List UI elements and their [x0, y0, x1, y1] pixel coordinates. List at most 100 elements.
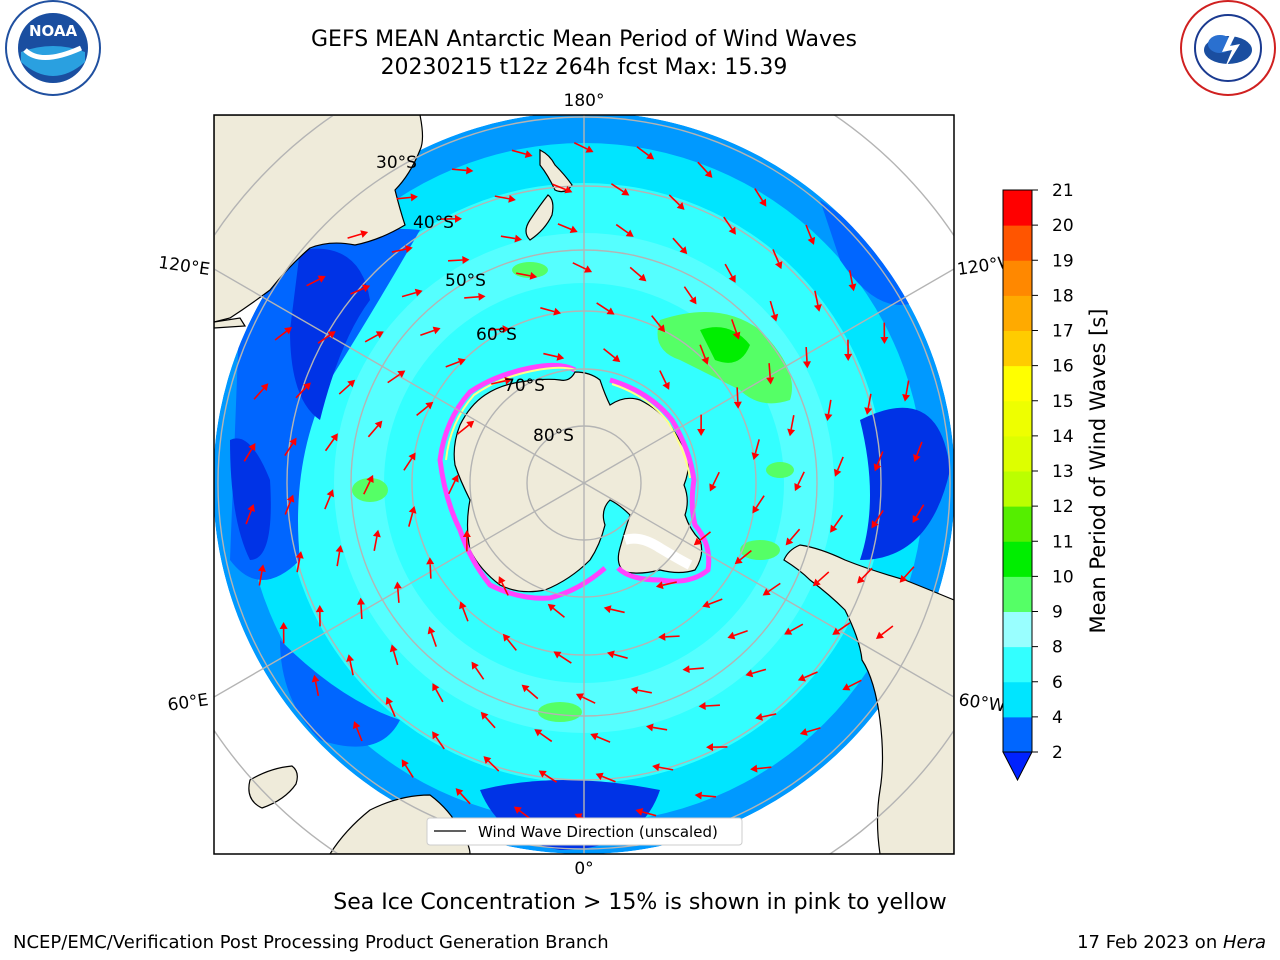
wave-arrow-head [842, 683, 851, 691]
wave-arrow-shaft [601, 775, 616, 783]
wave-arrow-shaft [388, 702, 396, 717]
wave-arrow-shaft [836, 456, 844, 471]
wave-arrow-shaft [367, 425, 379, 438]
lat-label-40s: 40°S [413, 213, 454, 233]
wave-arrow-shaft [790, 415, 795, 430]
colorbar-tick-label: 6 [1052, 673, 1063, 693]
wave-arrow-shaft [516, 272, 531, 277]
colorbar-segment [1003, 646, 1032, 683]
wave-arrow-head [787, 428, 796, 437]
sea-ice-edge [437, 362, 712, 601]
wave-arrow-head [457, 358, 466, 366]
wave-arrow-head [502, 325, 510, 334]
wave-arrow-shaft [558, 654, 572, 664]
lon-label-0: 0° [574, 859, 593, 879]
wave-arrow-shaft [768, 363, 771, 378]
wave-arrow-shaft [827, 399, 832, 415]
wave-arrow-shaft [573, 142, 588, 150]
wave-arrow-head [289, 437, 297, 446]
wave-arrow-shaft [253, 387, 265, 400]
wave-arrow-head [514, 234, 523, 243]
colorbar-tick-label: 11 [1052, 532, 1074, 552]
wave-arrow-head [553, 651, 562, 659]
wave-arrow-head [844, 353, 853, 361]
wave-arrow-shaft [867, 393, 872, 409]
wave-arrow-head [315, 605, 324, 613]
wave-arrow-shaft [659, 370, 667, 384]
colorbar-tick-label: 15 [1052, 392, 1074, 412]
wave-arrow-head [279, 621, 288, 629]
wave-arrow-shaft [739, 550, 752, 561]
colorbar-tick-label: 8 [1052, 638, 1063, 658]
wave-arrow-head [732, 331, 741, 340]
wave-arrow-shaft [905, 380, 910, 395]
wave-arrow-shaft [500, 235, 516, 240]
wave-arrow-shaft [364, 334, 379, 343]
wave-arrow-shaft [397, 588, 400, 603]
wave-arrow-shaft [557, 223, 572, 231]
credit-left: NCEP/EMC/Verification Post Processing Pr… [13, 932, 609, 953]
wave-arrow-head [797, 673, 806, 682]
wave-arrow-shaft [544, 773, 558, 783]
nws-logo [1180, 0, 1276, 96]
colorbar-segment [1003, 576, 1032, 612]
wave-arrow-shaft [789, 528, 801, 541]
wave-arrow-head [745, 669, 754, 678]
wave-arrow-shaft [806, 727, 821, 733]
wave-arrow-head [466, 166, 474, 175]
wave-arrow-shaft [915, 504, 925, 518]
wave-arrow-shaft [848, 270, 854, 285]
wave-arrow-head [357, 597, 366, 605]
wave-arrow-head [569, 225, 578, 234]
wave-arrow-head [397, 370, 406, 378]
wave-arrow-shaft [464, 296, 479, 299]
wave-arrow-head [734, 556, 743, 565]
wave-arrow-head [553, 307, 562, 316]
colorbar-segment [1003, 541, 1032, 577]
wave-arrow-shaft [416, 405, 429, 416]
lat-label-30s: 30°S [376, 153, 417, 173]
wave-arrow-head [774, 261, 783, 270]
wave-arrow-head [830, 524, 838, 533]
wave-arrow-shaft [652, 726, 668, 731]
wave-arrow-shaft [511, 149, 527, 155]
wave-arrow-shaft [731, 319, 738, 334]
wave-arrow-head [480, 711, 489, 720]
wave-arrow-shaft [350, 287, 365, 295]
wave-arrow-shaft [487, 760, 500, 772]
wave-arrow-head [462, 256, 470, 265]
wave-arrow-shaft [861, 567, 873, 580]
wave-arrow-shaft [610, 608, 625, 614]
wave-arrow-head [807, 236, 816, 245]
colorbar-tick-label: 12 [1052, 497, 1074, 517]
wave-arrow-shaft [848, 679, 862, 688]
wave-arrow-shaft [295, 386, 307, 399]
chart-subtitle: 20230215 t12z 264h fcst Max: 15.39 [380, 55, 788, 80]
wave-arrow-shaft [610, 183, 624, 193]
wave-arrow-shaft [543, 352, 558, 358]
wave-arrow-shaft [488, 328, 503, 331]
wave-arrow-head [682, 665, 690, 674]
wave-arrow-shaft [615, 223, 629, 234]
wave-arrow-head [794, 483, 802, 492]
wave-arrow-shaft [387, 373, 401, 384]
colorbar-segment [1003, 225, 1032, 261]
wave-arrow-shaft [349, 660, 354, 676]
wave-arrow-shaft [404, 764, 414, 778]
wave-arrow-shaft [401, 291, 417, 298]
wave-arrow-head [432, 326, 441, 335]
wave-arrow-shaft [581, 696, 596, 704]
wave-arrow-head [374, 420, 383, 429]
wave-arrow-head [603, 605, 612, 614]
wave-arrow-head [295, 551, 304, 559]
wave-arrow-shaft [629, 266, 642, 278]
wave-arrow-shaft [874, 509, 884, 523]
wave-arrow-head [848, 283, 857, 292]
wave-arrow-head [575, 693, 584, 701]
colorbar-label: Mean Period of Wind Waves [s] [1086, 309, 1110, 634]
colorbar-segment [1003, 506, 1032, 542]
wave-arrow-head [899, 574, 908, 583]
wave-arrow-head [812, 578, 821, 587]
wave-arrow-head [864, 407, 873, 415]
wave-arrow-shaft [448, 259, 463, 262]
